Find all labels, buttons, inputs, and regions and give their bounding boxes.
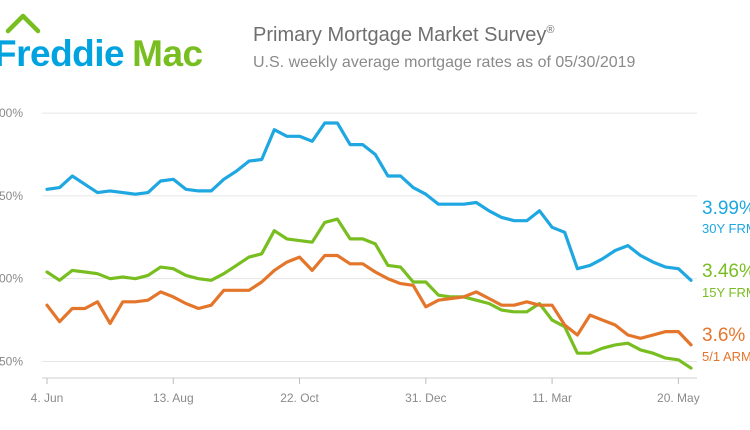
x-tick-label: 31. Dec bbox=[405, 391, 446, 405]
registered-mark: ® bbox=[546, 24, 554, 36]
series-line-5-1-arm bbox=[45, 253, 693, 347]
logo-wordmark-part1: Freddie bbox=[0, 33, 124, 74]
legend-name-30y-frm: 30Y FRM bbox=[702, 221, 750, 236]
y-tick-label: 5.00% bbox=[0, 106, 23, 120]
chart-title: Primary Mortgage Market Survey® bbox=[253, 24, 555, 46]
logo-wordmark-part2: Mac bbox=[132, 33, 202, 74]
legend-value-15y-frm: 3.46% bbox=[702, 261, 750, 282]
logo-wordmark: Freddie Mac bbox=[0, 33, 203, 74]
chart-subtitle: U.S. weekly average mortgage rates as of… bbox=[253, 54, 636, 71]
x-tick-label: 13. Aug bbox=[153, 391, 194, 405]
y-tick-label: 4.00% bbox=[0, 272, 23, 286]
series-lines bbox=[45, 121, 693, 370]
legend-name-15y-frm: 15Y FRM bbox=[702, 285, 750, 300]
x-tick-label: 11. Mar bbox=[532, 391, 572, 405]
y-axis-ticks: 5.00% 4.50% 4.00% 3.50% bbox=[0, 106, 23, 368]
x-tick-label: 4. Jun bbox=[31, 391, 64, 405]
legend-value-30y-frm: 3.99% bbox=[702, 198, 750, 219]
x-tick-label: 22. Oct bbox=[280, 391, 319, 405]
x-axis-ticks: 4. Jun 13. Aug 22. Oct 31. Dec 11. Mar 20. Ma… bbox=[31, 378, 700, 405]
series-line-15y-frm bbox=[45, 217, 693, 370]
chart-title-text: Primary Mortgage Market Survey bbox=[253, 24, 546, 46]
y-tick-label: 3.50% bbox=[0, 354, 23, 368]
legend-value-5-1-arm: 3.6% bbox=[702, 325, 745, 346]
y-tick-label: 4.50% bbox=[0, 189, 23, 203]
freddie-mac-logo[interactable]: Freddie Mac bbox=[0, 13, 203, 74]
series-line-30y-frm bbox=[45, 121, 693, 282]
legend: 3.99% 30Y FRM 3.46% 15Y FRM 3.6% 5/1 ARM bbox=[702, 198, 750, 364]
legend-name-5-1-arm: 5/1 ARM bbox=[702, 349, 750, 364]
house-roof-icon bbox=[5, 13, 41, 34]
gridlines bbox=[42, 112, 697, 379]
plot-background bbox=[42, 80, 697, 378]
x-tick-label: 20. May bbox=[657, 391, 700, 405]
